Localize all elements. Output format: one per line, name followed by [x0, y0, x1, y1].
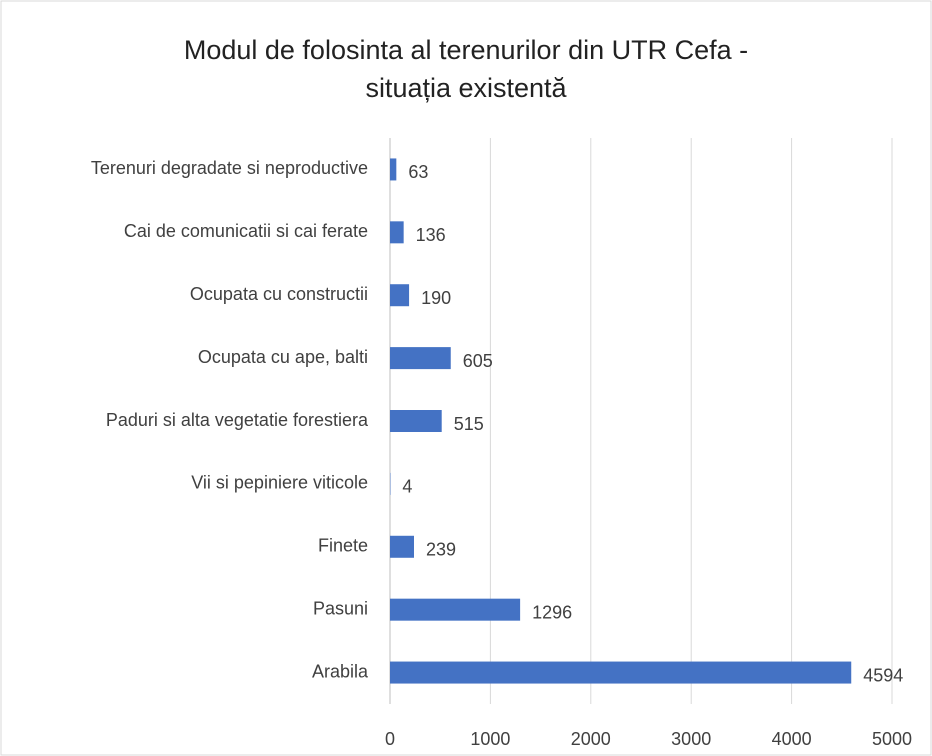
- data-label: 515: [454, 414, 484, 434]
- data-label: 4594: [863, 665, 903, 685]
- y-tick-label: Vii si pepiniere viticole: [191, 473, 368, 493]
- y-tick-label: Pasuni: [313, 598, 368, 618]
- chart-title: Modul de folosinta al terenurilor din UT…: [184, 35, 748, 65]
- x-tick-label: 1000: [470, 729, 510, 749]
- data-label: 239: [426, 540, 456, 560]
- y-tick-label: Ocupata cu ape, balti: [198, 347, 368, 367]
- data-label: 190: [421, 288, 451, 308]
- data-label: 605: [463, 351, 493, 371]
- y-tick-label: Paduri si alta vegetatie forestiera: [106, 410, 369, 430]
- y-tick-label: Finete: [318, 536, 368, 556]
- bar: [390, 535, 414, 558]
- y-tick-label: Arabila: [312, 661, 369, 681]
- bar: [390, 284, 410, 307]
- y-tick-label: Ocupata cu constructii: [190, 284, 368, 304]
- bar: [390, 347, 451, 370]
- chart-title: situația existentă: [365, 73, 567, 103]
- data-label: 136: [416, 225, 446, 245]
- data-label: 1296: [532, 602, 572, 622]
- bar: [390, 158, 397, 181]
- bar: [390, 410, 442, 432]
- data-label: 63: [408, 162, 428, 182]
- x-tick-label: 2000: [571, 729, 611, 749]
- y-tick-label: Terenuri degradate si neproductive: [91, 158, 368, 178]
- y-tick-label: Cai de comunicatii si cai ferate: [124, 221, 368, 241]
- bar: [390, 661, 852, 684]
- bar: [390, 598, 521, 621]
- bar: [390, 221, 404, 244]
- x-tick-label: 5000: [872, 729, 912, 749]
- data-label: 4: [402, 477, 412, 497]
- x-tick-label: 3000: [671, 729, 711, 749]
- x-tick-label: 0: [385, 729, 395, 749]
- x-tick-label: 4000: [772, 729, 812, 749]
